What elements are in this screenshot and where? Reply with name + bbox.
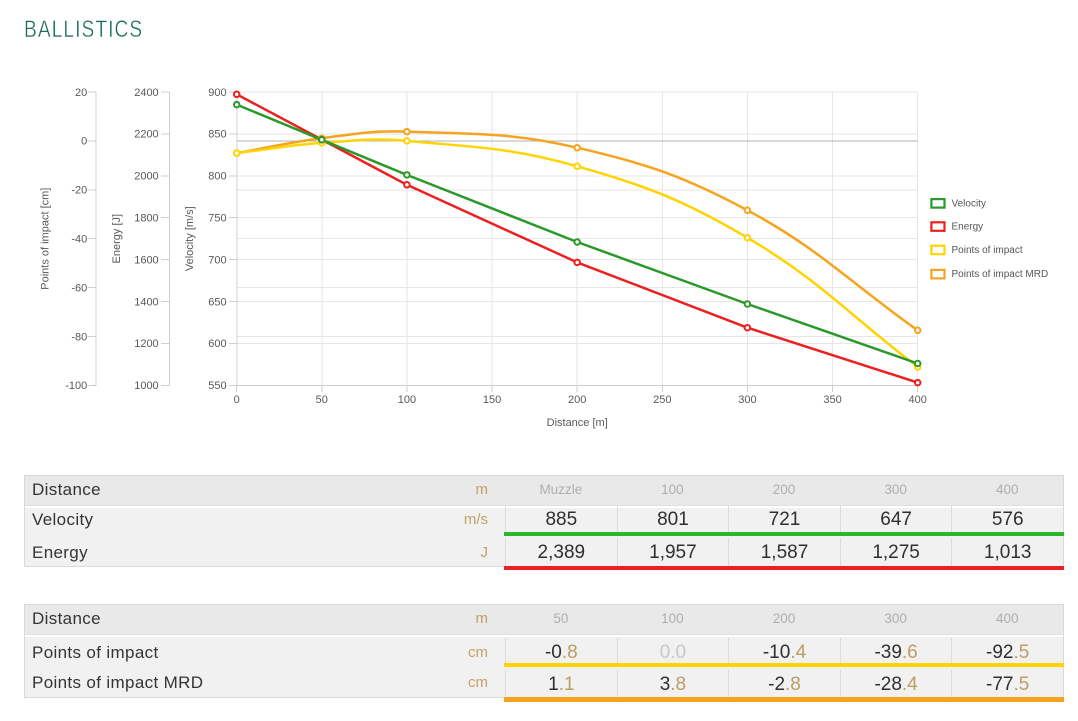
svg-text:300: 300 (738, 394, 756, 406)
svg-text:1000: 1000 (134, 380, 158, 392)
svg-text:1400: 1400 (134, 296, 158, 308)
svg-text:700: 700 (208, 254, 226, 266)
svg-text:200: 200 (568, 394, 586, 406)
svg-text:2000: 2000 (134, 171, 158, 183)
svg-text:Distance [m]: Distance [m] (547, 417, 608, 429)
svg-text:Points of impact [cm]: Points of impact [cm] (40, 188, 52, 290)
svg-text:850: 850 (208, 129, 226, 141)
svg-text:-80: -80 (71, 331, 87, 343)
svg-text:650: 650 (208, 296, 226, 308)
svg-text:900: 900 (208, 87, 226, 99)
svg-text:-100: -100 (65, 380, 87, 392)
svg-text:100: 100 (398, 394, 416, 406)
svg-text:20: 20 (75, 87, 87, 99)
svg-text:Points of impact MRD: Points of impact MRD (952, 269, 1049, 280)
svg-text:Energy: Energy (952, 222, 984, 233)
svg-text:1200: 1200 (134, 338, 158, 350)
svg-text:-40: -40 (71, 234, 87, 246)
svg-text:150: 150 (483, 394, 501, 406)
svg-text:2200: 2200 (134, 129, 158, 141)
svg-text:Energy [J]: Energy [J] (111, 214, 123, 264)
svg-text:-60: -60 (71, 282, 87, 294)
svg-text:2400: 2400 (134, 87, 158, 99)
svg-text:0: 0 (234, 394, 240, 406)
svg-text:Velocity [m/s]: Velocity [m/s] (184, 206, 196, 271)
svg-text:250: 250 (653, 394, 671, 406)
svg-text:1600: 1600 (134, 254, 158, 266)
svg-text:-20: -20 (71, 185, 87, 197)
svg-text:Points of impact: Points of impact (952, 245, 1023, 256)
svg-text:Velocity: Velocity (952, 198, 986, 209)
svg-text:50: 50 (316, 394, 328, 406)
svg-text:350: 350 (823, 394, 841, 406)
svg-text:550: 550 (208, 380, 226, 392)
svg-text:750: 750 (208, 213, 226, 225)
svg-text:600: 600 (208, 338, 226, 350)
svg-text:800: 800 (208, 171, 226, 183)
svg-text:1800: 1800 (134, 213, 158, 225)
svg-text:0: 0 (81, 136, 87, 148)
svg-text:400: 400 (909, 394, 927, 406)
